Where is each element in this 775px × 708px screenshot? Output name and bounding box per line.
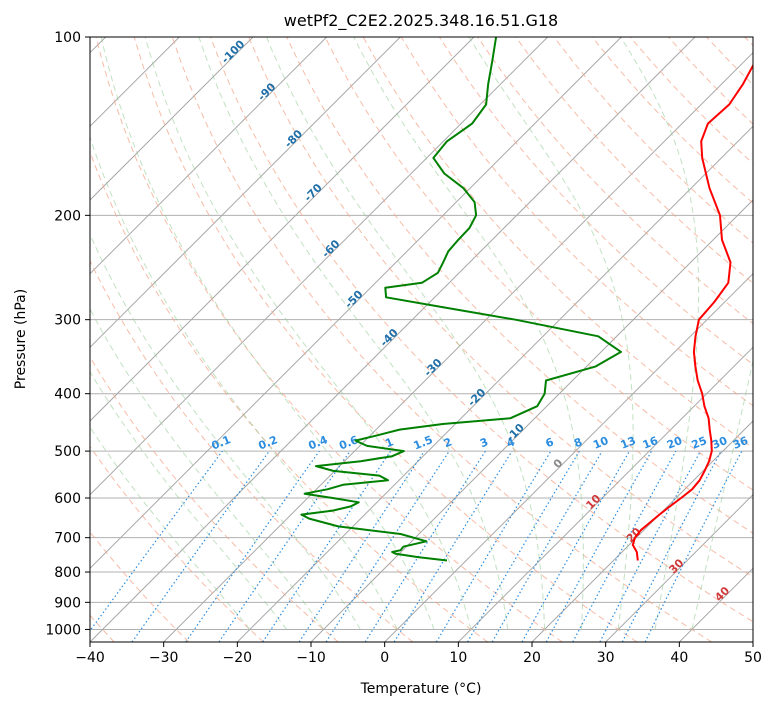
isotherm-line (752, 641, 753, 642)
x-tick-label: 40 (670, 650, 688, 666)
y-tick-label: 500 (54, 444, 81, 460)
plot-area: 0.1 0.2 0.4 0.6 1 1.5 2 3 4 6 8 10 13 16 20 25 30 36-100-… (90, 37, 753, 642)
mixing-ratio-line (644, 450, 743, 642)
isotherm-line (90, 37, 622, 570)
plot-frame (89, 36, 754, 643)
dry-adiabat-line (248, 37, 753, 578)
mixing-ratio-line (131, 450, 270, 642)
isotherm-line (90, 37, 696, 642)
mixing-ratio-line (521, 450, 631, 642)
dry-adiabat-line (210, 37, 753, 623)
isotherm-line (90, 37, 549, 496)
mixing-ratio-label: 10 (591, 434, 610, 452)
moist-adiabat-lines (90, 37, 753, 630)
mixing-ratio-label: 20 (665, 434, 684, 452)
dry-adiabat-line (90, 356, 339, 642)
mixing-ratio-line (262, 450, 392, 642)
moist-adiabat-line (90, 426, 251, 630)
x-tick-label: 50 (744, 650, 762, 666)
mixing-ratio-line (218, 450, 351, 642)
mixing-ratio-line (325, 450, 450, 642)
x-axis-label: Temperature (°C) (360, 681, 482, 697)
mixing-ratio-line (545, 450, 653, 642)
dry-adiabat-line (133, 37, 638, 642)
isotherm-line (457, 346, 753, 642)
dry-adiabat-line (90, 445, 264, 642)
moist-adiabat-line (90, 308, 325, 630)
temperature-line (631, 63, 753, 561)
chart-title: wetPf2_C2E2.2025.348.16.51.G18 (284, 11, 558, 31)
moist-adiabat-line (198, 37, 509, 630)
mixing-ratio-line (90, 450, 223, 632)
x-tick-label: −10 (296, 650, 326, 666)
dry-adiabat-lines (90, 37, 753, 642)
moist-adiabat-line (100, 37, 435, 630)
y-tick-label: 1000 (45, 622, 81, 638)
sounding-series (300, 37, 753, 562)
mixing-ratio-label: 3 (478, 435, 490, 450)
mixing-ratio-label: 30 (710, 434, 729, 452)
mixing-ratio-line (185, 450, 320, 642)
y-tick-label: 600 (54, 491, 81, 507)
y-axis-label: Pressure (hPa) (13, 289, 29, 389)
dry-adiabat-line (95, 37, 563, 642)
isotherm-line (605, 493, 753, 642)
isotherm-line (163, 51, 753, 642)
isotherm-line (90, 37, 254, 201)
moist-adiabat-line (266, 37, 546, 630)
mixing-ratio-label: 1 (383, 435, 395, 450)
isotherm-line (90, 37, 401, 349)
isotherm-line (531, 420, 753, 642)
x-tick-label: 20 (523, 650, 541, 666)
mixing-ratio-line (393, 450, 513, 642)
x-tick-label: 30 (597, 650, 615, 666)
mixing-ratio-label: 16 (641, 434, 660, 452)
isotherm-lines (90, 37, 753, 642)
isotherm-line (236, 125, 753, 642)
mixing-ratio-label: 8 (572, 435, 584, 450)
isotherm-line (90, 37, 328, 275)
moist-adiabat-line (144, 37, 472, 630)
moist-adiabat-line (691, 358, 753, 630)
moist-adiabat-line (90, 135, 398, 630)
y-tick-label: 800 (54, 565, 81, 581)
y-tick-label: 400 (54, 387, 81, 403)
moist-adiabat-line (468, 37, 634, 630)
moist-adiabat-line (90, 370, 288, 630)
mixing-ratio-label: 25 (690, 434, 709, 452)
mixing-ratio-label: 36 (731, 434, 750, 452)
dry-adiabat-line (286, 37, 753, 534)
isotherm-line (90, 37, 475, 422)
mixing-ratio-line (572, 450, 677, 642)
moist-adiabat-line (620, 37, 700, 630)
grid-lines (90, 37, 753, 630)
isotherm-line (384, 272, 753, 642)
y-tick-label: 300 (54, 313, 81, 329)
mixing-ratio-lines (90, 450, 743, 642)
dry-adiabat-line (324, 37, 753, 491)
x-tick-label: 10 (449, 650, 467, 666)
dry-adiabat-line (90, 259, 414, 642)
dry-adiabat-line (515, 37, 753, 284)
dewpoint-line (300, 37, 622, 562)
moist-adiabat-line (353, 37, 584, 630)
mixing-ratio-label: 2 (442, 435, 454, 450)
dry-adiabat-line (171, 37, 712, 642)
axes: −40 −30 −20 −10 0 10 20 30 40 50 100 200 300 400 500 60… (45, 30, 762, 666)
x-tick-label: −20 (223, 650, 253, 666)
x-tick-label: 0 (380, 650, 389, 666)
y-tick-label: 700 (54, 531, 81, 547)
x-tick-label: −30 (149, 650, 179, 666)
moist-adiabat-line (90, 233, 361, 630)
mixing-ratio-line (298, 450, 425, 642)
y-tick-label: 900 (54, 595, 81, 611)
y-tick-label: 200 (54, 208, 81, 224)
y-tick-label: 100 (54, 30, 81, 46)
mixing-ratio-label: 13 (619, 434, 638, 452)
x-tick-label: −40 (75, 650, 105, 666)
